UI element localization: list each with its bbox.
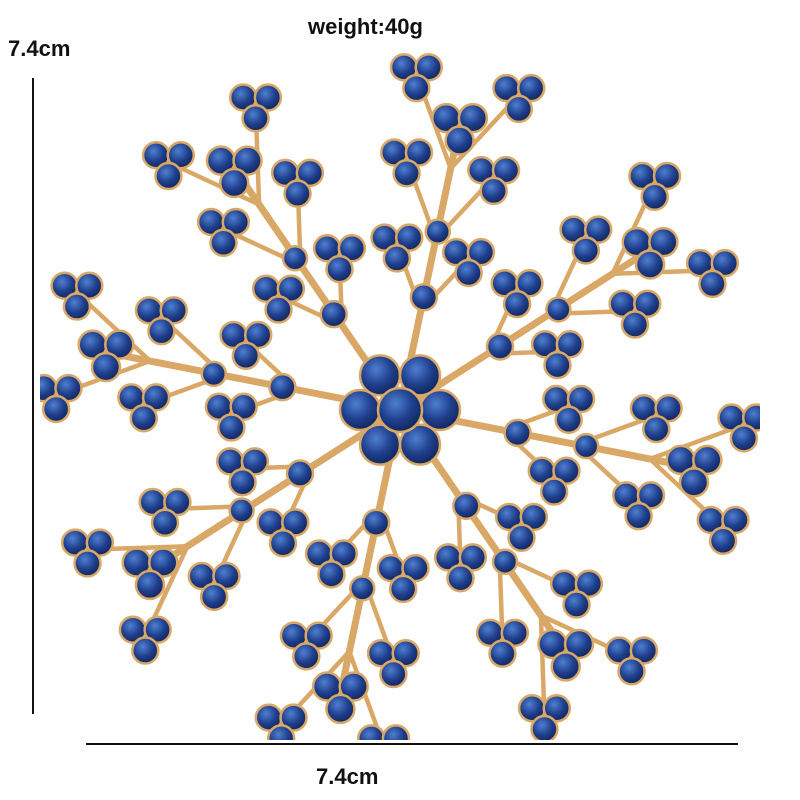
blue-rhinestones	[40, 53, 760, 740]
height-label: 7.4cm	[8, 36, 71, 61]
height-dimension-line	[32, 78, 34, 714]
width-label: 7.4cm	[316, 764, 379, 789]
snowflake-brooch-image	[40, 53, 760, 740]
weight-label: weight:40g	[308, 14, 423, 39]
width-dimension-line	[86, 743, 738, 745]
